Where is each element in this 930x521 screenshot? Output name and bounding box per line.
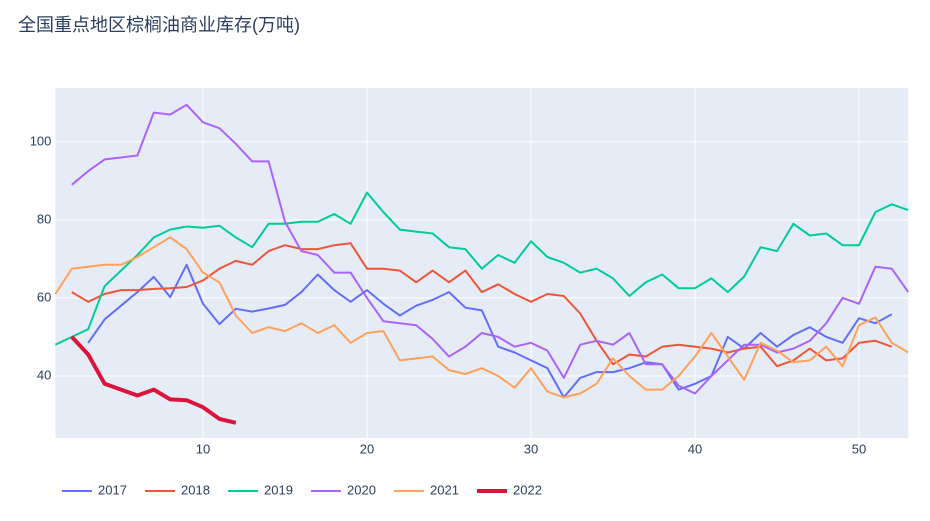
legend-label: 2021 bbox=[430, 482, 459, 497]
y-tick-label: 60 bbox=[37, 289, 51, 304]
line-series bbox=[54, 191, 909, 346]
x-tick-label: 20 bbox=[360, 441, 374, 456]
legend-label: 2022 bbox=[513, 482, 542, 497]
x-tick-label: 40 bbox=[688, 441, 702, 456]
x-tick-label: 30 bbox=[524, 441, 538, 456]
chart-title: 全国重点地区棕榈油商业库存(万吨) bbox=[18, 15, 300, 35]
line-series bbox=[71, 103, 910, 395]
line-series bbox=[87, 263, 893, 399]
y-tick-label: 40 bbox=[37, 367, 51, 382]
x-tick-label: 10 bbox=[196, 441, 210, 456]
legend-label: 2020 bbox=[347, 482, 376, 497]
legend-label: 2017 bbox=[98, 482, 127, 497]
y-tick-label: 100 bbox=[30, 133, 52, 148]
legend-label: 2018 bbox=[181, 482, 210, 497]
y-tick-label: 80 bbox=[37, 211, 51, 226]
line-series bbox=[70, 335, 237, 425]
x-tick-label: 50 bbox=[852, 441, 866, 456]
legend-label: 2019 bbox=[264, 482, 293, 497]
plot-area bbox=[55, 88, 909, 438]
line-series bbox=[54, 236, 909, 399]
